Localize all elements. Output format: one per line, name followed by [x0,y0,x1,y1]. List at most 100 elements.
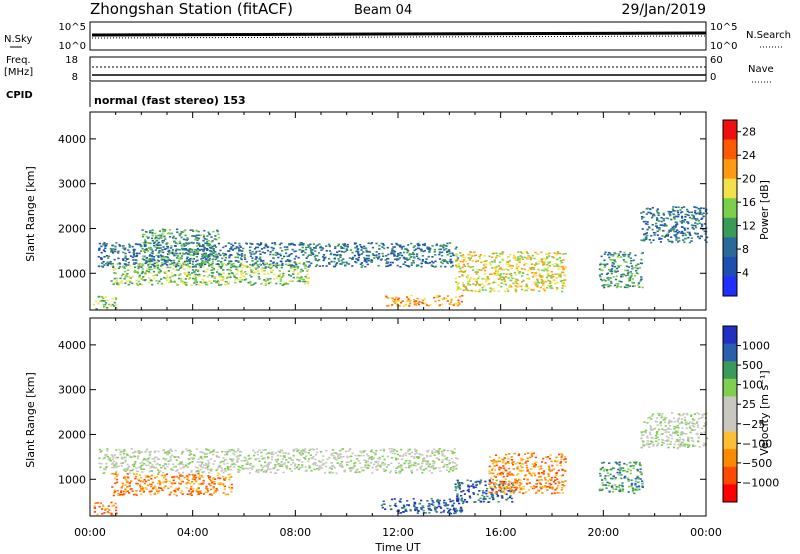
velocity-cell [210,469,213,472]
power-cell [501,253,504,255]
power-cell [509,264,512,267]
power-cell [205,240,209,243]
velocity-cell [252,449,255,452]
power-cell [179,257,182,259]
power-cell [313,255,316,258]
velocity-cell [561,486,564,489]
power-cell [393,246,396,248]
velocity-cell [297,463,300,466]
velocity-cell [258,468,261,471]
power-cell [256,270,260,272]
power-cell [133,252,136,255]
velocity-cell [213,483,216,485]
power-cell [562,253,565,255]
power-cell [198,264,201,267]
velocity-cell [438,467,441,469]
power-cell [208,280,211,282]
power-cell [122,273,125,276]
velocity-cell [133,473,136,475]
velocity-cell [164,481,167,483]
nsearch-label: N.Search [746,30,791,41]
power-cell [257,272,260,275]
power-cell [185,242,188,244]
power-cell [678,230,681,233]
velocity-cell [269,471,272,474]
power-cell [228,273,231,275]
velocity-cell [161,481,164,484]
velocity-cell [301,464,304,466]
power-cell [312,247,316,249]
power-cell [346,246,349,248]
velocity-cell [516,474,519,476]
power-cell [336,262,339,264]
velocity-cell [456,479,459,482]
velocity-cell [341,466,344,468]
velocity-cell [192,487,195,490]
velocity-cell [556,486,559,489]
velocity-cell [220,460,223,463]
velocity-cell [404,454,408,457]
power-cell [219,254,222,256]
power-cell [623,286,626,289]
power-cell [251,264,254,267]
power-cell [183,247,186,250]
power-cell [408,305,411,307]
power-cell [626,286,629,289]
velocity-cell [412,464,416,467]
power-cell [189,257,192,260]
velocity-cell [128,465,131,468]
power-cell [295,263,298,266]
power-cell [240,255,244,257]
power-cell [415,248,418,251]
velocity-cell [641,486,644,488]
power-cell [184,273,187,275]
power-cell [401,300,404,302]
power-cell [665,233,669,236]
velocity-cell [199,490,202,492]
velocity-cell [640,472,643,474]
power-cell [505,263,508,265]
power-cell [478,275,481,278]
velocity-cell [216,451,219,453]
velocity-cell [189,488,192,490]
velocity-cell [415,508,418,511]
power-cell [304,267,307,269]
power-cell [462,285,465,287]
power-cell [236,266,239,268]
velocity-cell [257,471,260,474]
velocity-cell [126,453,129,456]
power-cell [203,238,206,240]
power-cell [499,267,502,269]
velocity-cell [202,479,205,482]
power-cell [157,252,160,254]
velocity-cell [510,456,513,458]
power-cell [407,298,410,300]
velocity-cell [233,466,236,468]
power-cell [658,227,661,229]
velocity-cell [200,463,204,465]
power-cell [174,237,177,240]
velocity-cell [227,473,230,476]
power-cell [228,260,231,262]
velocity-cell [601,488,604,491]
velocity-cell [126,476,129,478]
velocity-cell [544,477,547,479]
power-cell [333,260,336,263]
power-cell [613,269,616,272]
velocity-cell [337,456,340,459]
velocity-cell [563,458,566,461]
power-cell [249,251,252,254]
power-cell [124,260,127,262]
power-cell [612,254,615,256]
velocity-cell [505,498,508,501]
power-cell [226,276,229,278]
power-cell [399,301,403,304]
velocity-cell [542,473,545,475]
velocity-cell [403,453,406,456]
power-cell [279,247,282,249]
velocity-cell [228,473,231,476]
velocity-cell [477,499,480,501]
power-cell [510,267,513,270]
power-cell [558,274,561,277]
power-cell [152,258,156,261]
